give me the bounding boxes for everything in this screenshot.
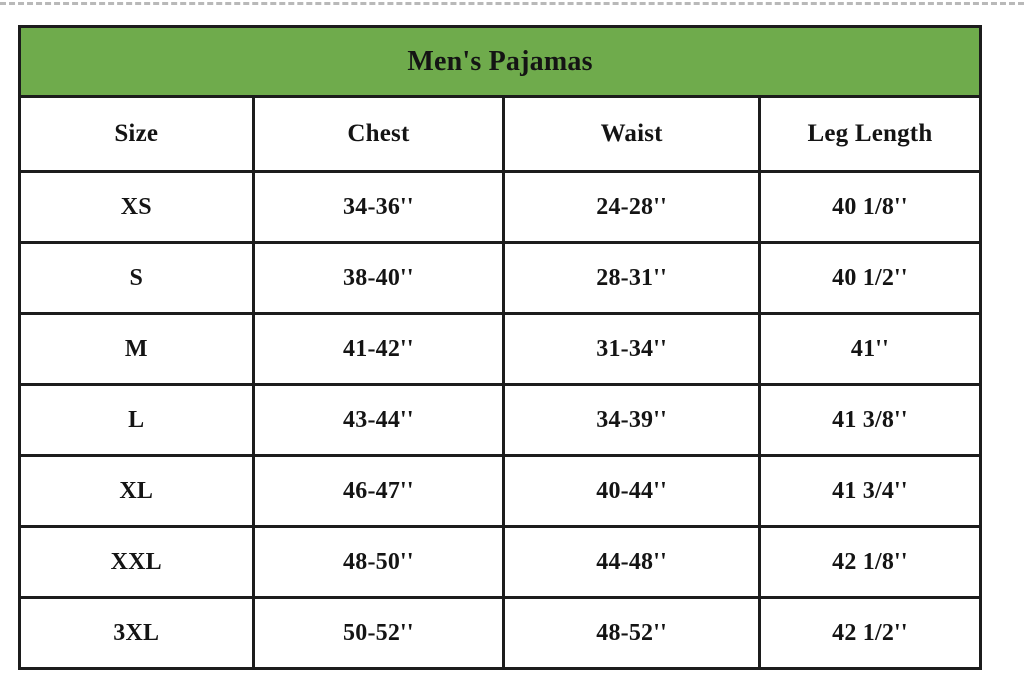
size-chart-table: Men's Pajamas Size Chest Waist Leg Lengt… [18, 25, 983, 670]
cell-size: 3XL [18, 596, 255, 670]
cell-chest: 43-44'' [251, 383, 506, 457]
cell-size: XS [18, 170, 255, 244]
top-dashed-line [0, 2, 1024, 5]
cell-leg-length: 41'' [757, 312, 983, 386]
column-header-size: Size [18, 95, 255, 173]
cell-waist: 24-28'' [502, 170, 761, 244]
table-row: XXL 48-50'' 44-48'' 42 1/8'' [18, 525, 983, 599]
cell-leg-length: 40 1/8'' [757, 170, 983, 244]
cell-size: M [18, 312, 255, 386]
table-row: 3XL 50-52'' 48-52'' 42 1/2'' [18, 596, 983, 670]
table-row: S 38-40'' 28-31'' 40 1/2'' [18, 241, 983, 315]
cell-size: XL [18, 454, 255, 528]
cell-waist: 28-31'' [502, 241, 761, 315]
column-header-chest: Chest [251, 95, 506, 173]
cell-leg-length: 41 3/8'' [757, 383, 983, 457]
cell-size: XXL [18, 525, 255, 599]
table-row: L 43-44'' 34-39'' 41 3/8'' [18, 383, 983, 457]
cell-leg-length: 41 3/4'' [757, 454, 983, 528]
cell-leg-length: 42 1/8'' [757, 525, 983, 599]
table-row: XL 46-47'' 40-44'' 41 3/4'' [18, 454, 983, 528]
cell-chest: 46-47'' [251, 454, 506, 528]
table-row: XS 34-36'' 24-28'' 40 1/8'' [18, 170, 983, 244]
cell-waist: 40-44'' [502, 454, 761, 528]
column-header-row: Size Chest Waist Leg Length [18, 95, 983, 173]
cell-size: S [18, 241, 255, 315]
column-header-leg-length: Leg Length [757, 95, 983, 173]
cell-leg-length: 40 1/2'' [757, 241, 983, 315]
cell-chest: 34-36'' [251, 170, 506, 244]
cell-waist: 31-34'' [502, 312, 761, 386]
cell-waist: 34-39'' [502, 383, 761, 457]
cell-waist: 44-48'' [502, 525, 761, 599]
table-row: M 41-42'' 31-34'' 41'' [18, 312, 983, 386]
title-row: Men's Pajamas [18, 25, 982, 98]
cell-chest: 50-52'' [251, 596, 506, 670]
cell-chest: 41-42'' [251, 312, 506, 386]
cell-waist: 48-52'' [502, 596, 761, 670]
cell-leg-length: 42 1/2'' [757, 596, 983, 670]
column-header-waist: Waist [502, 95, 761, 173]
cell-chest: 38-40'' [251, 241, 506, 315]
cell-chest: 48-50'' [251, 525, 506, 599]
table-title: Men's Pajamas [18, 25, 982, 98]
cell-size: L [18, 383, 255, 457]
